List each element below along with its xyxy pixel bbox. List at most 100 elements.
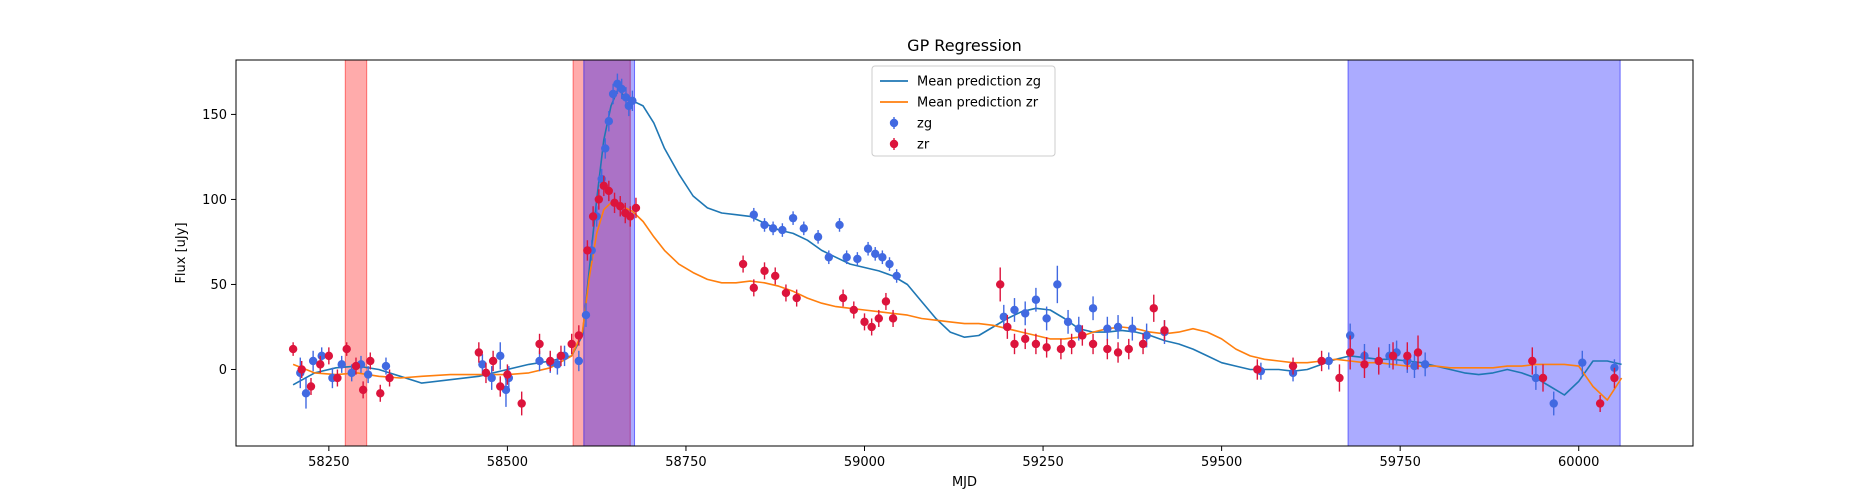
data-point [768, 224, 778, 233]
data-point [316, 360, 325, 369]
y-tick-label: 0 [219, 363, 227, 378]
x-tick-label: 59750 [1379, 455, 1420, 470]
data-point [838, 293, 848, 303]
data-point [849, 305, 858, 315]
data-point [363, 370, 373, 379]
legend-point-marker [889, 139, 899, 149]
x-tick-label: 59500 [1201, 455, 1242, 470]
data-point [867, 322, 876, 332]
data-point [1063, 317, 1073, 327]
data-point [853, 254, 862, 264]
data-point [778, 225, 787, 235]
data-point [626, 212, 635, 221]
data-point [1388, 351, 1398, 361]
data-point [358, 385, 368, 395]
legend: Mean prediction zg Mean prediction zr zg zr [871, 65, 1056, 157]
data-point [478, 360, 487, 369]
x-tick-label: 58500 [487, 455, 528, 470]
data-point [1610, 373, 1619, 383]
data-point [496, 351, 505, 361]
data-point [749, 210, 759, 219]
data-points [288, 73, 1619, 416]
data-point [351, 361, 361, 371]
data-point [574, 356, 584, 366]
data-point [337, 360, 346, 369]
data-point [583, 246, 592, 255]
data-point [1056, 344, 1066, 354]
data-point [760, 220, 769, 230]
data-point [366, 356, 375, 366]
data-point [1149, 304, 1158, 313]
x-tick-label: 60000 [1558, 455, 1599, 470]
data-point [297, 365, 306, 374]
data-point [1160, 326, 1169, 335]
data-point [487, 373, 496, 383]
data-point [813, 232, 823, 242]
legend-label: Mean prediction zg [917, 75, 1041, 90]
legend-label: zr [917, 138, 930, 153]
data-point [1088, 339, 1098, 349]
x-tick-label: 58250 [308, 455, 349, 470]
data-point [604, 186, 614, 196]
data-point [1113, 348, 1123, 357]
data-point [601, 144, 610, 153]
legend-label: Mean prediction zr [917, 96, 1039, 111]
data-point [1420, 360, 1430, 369]
data-point [1253, 365, 1262, 374]
data-point [342, 344, 351, 354]
data-point [1578, 358, 1587, 367]
legend-label: zg [917, 117, 932, 132]
data-point [824, 253, 833, 262]
data-point [621, 93, 631, 102]
data-point [503, 370, 512, 379]
data-point [1549, 399, 1558, 408]
data-point [288, 344, 298, 354]
highlight-span-4 [1347, 59, 1621, 447]
legend-point-marker [889, 118, 899, 128]
data-point [581, 310, 591, 320]
data-point [842, 253, 851, 262]
data-point [1053, 280, 1062, 289]
plot-frame [235, 59, 1694, 447]
data-point [385, 373, 394, 383]
data-point [535, 339, 544, 349]
data-point [885, 259, 894, 269]
data-point [535, 356, 544, 366]
data-point [481, 368, 491, 378]
data-point [874, 314, 883, 323]
data-point [1142, 331, 1151, 340]
data-point [376, 389, 385, 398]
data-point [301, 389, 311, 398]
data-point [1360, 360, 1369, 369]
data-point [488, 356, 498, 366]
series-points-zr [288, 175, 1619, 416]
data-point [347, 368, 356, 378]
data-point [799, 224, 809, 233]
data-point [1103, 344, 1112, 354]
data-point [888, 314, 898, 323]
legend-entry-2: Mean prediction zr [880, 96, 1039, 111]
data-point [1010, 339, 1019, 349]
data-point [1021, 309, 1030, 318]
data-point [381, 361, 391, 371]
data-point [1595, 399, 1605, 408]
data-point [1410, 361, 1419, 371]
data-point [760, 266, 769, 276]
data-point [474, 348, 484, 357]
y-tick-label: 100 [202, 193, 227, 208]
data-point [556, 351, 566, 361]
data-point [1403, 351, 1412, 361]
data-point [324, 351, 334, 361]
data-point [604, 117, 614, 126]
chart-title: GP Regression [907, 36, 1022, 55]
data-point [617, 84, 626, 94]
x-axis-label: MJD [952, 475, 977, 490]
data-point [1042, 314, 1051, 323]
y-axis-ticks: 0 50 100 150 [202, 108, 236, 378]
data-point [1031, 339, 1041, 349]
data-point [517, 399, 526, 408]
x-tick-label: 59000 [844, 455, 885, 470]
data-point [1124, 344, 1133, 354]
data-point [1128, 324, 1137, 333]
highlight-spans [344, 59, 1621, 447]
